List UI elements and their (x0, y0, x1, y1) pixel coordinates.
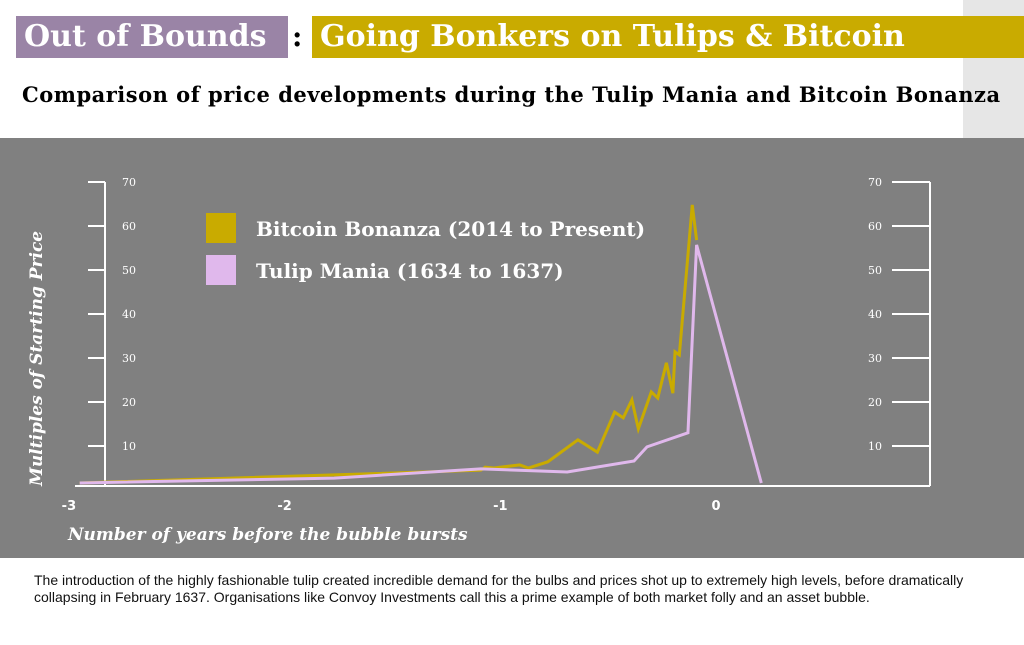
legend-swatch-tulip (206, 255, 236, 285)
x-tick-label: -2 (277, 499, 291, 514)
y-tick-label-left: 50 (122, 264, 136, 277)
x-tick-label: 0 (711, 499, 720, 514)
y-tick-label-left: 20 (122, 396, 136, 409)
y-tick-label-left: 40 (122, 308, 136, 321)
legend-swatch-bitcoin (206, 213, 236, 243)
y-tick-label-left: 30 (122, 352, 136, 365)
y-tick-label-right: 70 (868, 176, 882, 189)
chart-subtitle: Comparison of price developments during … (22, 82, 1001, 107)
title-out-of-bounds: Out of Bounds (16, 16, 288, 58)
y-axis-label: Multiples of Starting Price (27, 231, 47, 487)
x-tick-label: -3 (62, 499, 76, 514)
legend-label-tulip: Tulip Mania (1634 to 1637) (256, 259, 564, 283)
title-separator: : (292, 20, 303, 53)
y-tick-label-right: 20 (868, 396, 882, 409)
y-tick-label-right: 50 (868, 264, 882, 277)
caption: The introduction of the highly fashionab… (34, 572, 964, 605)
chart-panel (0, 138, 1024, 558)
y-tick-label-left: 70 (122, 176, 136, 189)
legend-label-bitcoin: Bitcoin Bonanza (2014 to Present) (256, 217, 645, 241)
x-axis-label: Number of years before the bubble bursts (67, 525, 468, 545)
x-tick-label: -1 (493, 499, 507, 514)
title-main: Going Bonkers on Tulips & Bitcoin (312, 16, 963, 58)
y-tick-label-left: 10 (122, 440, 136, 453)
series-line-tulip (79, 244, 763, 485)
y-tick-label-right: 30 (868, 352, 882, 365)
y-tick-label-right: 60 (868, 220, 882, 233)
y-tick-label-right: 10 (868, 440, 882, 453)
series-line-bitcoin (79, 204, 699, 485)
title-bar-extension (963, 16, 1024, 58)
y-tick-label-left: 60 (122, 220, 136, 233)
y-tick-label-right: 40 (868, 308, 882, 321)
